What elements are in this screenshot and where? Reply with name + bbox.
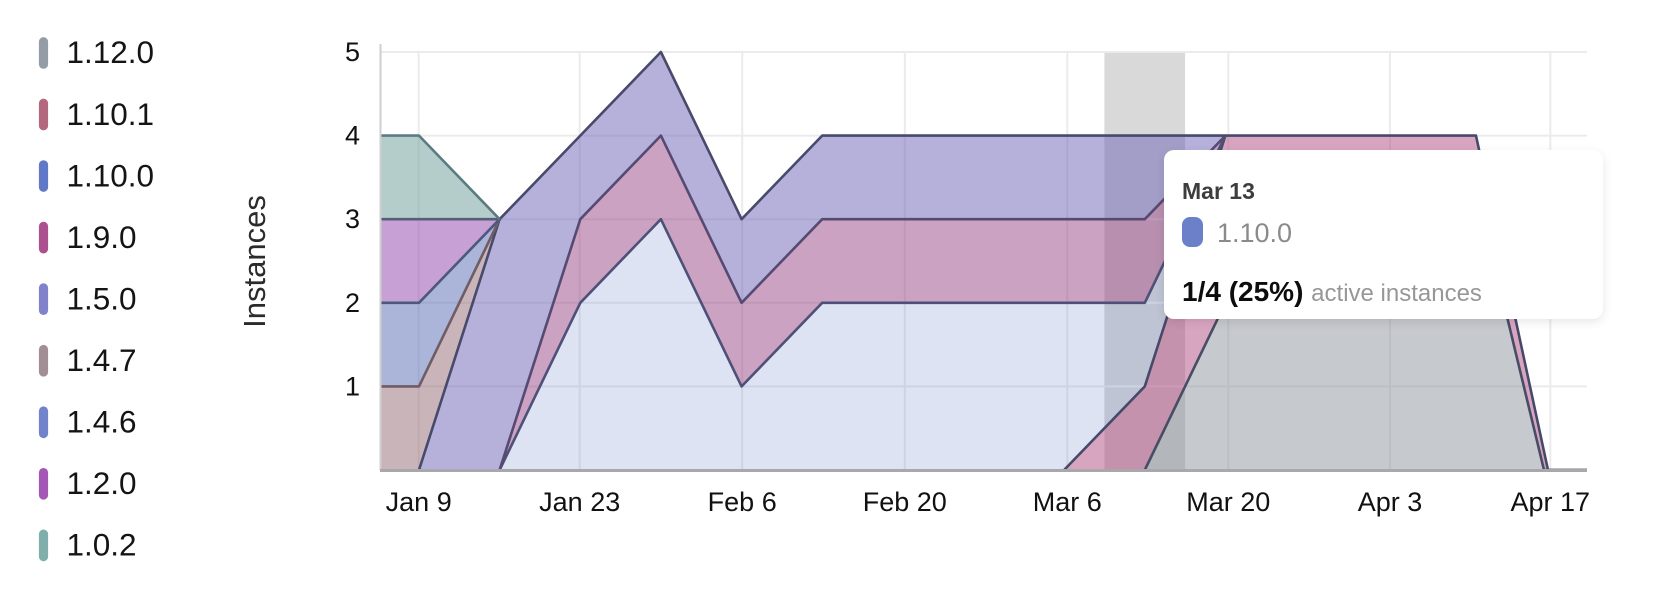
svg-text:Apr 3: Apr 3 bbox=[1358, 487, 1423, 517]
svg-text:1.0.2: 1.0.2 bbox=[67, 527, 137, 563]
svg-text:1.4.7: 1.4.7 bbox=[67, 342, 137, 378]
svg-text:Feb 6: Feb 6 bbox=[708, 487, 777, 517]
svg-text:1.12.0: 1.12.0 bbox=[67, 34, 155, 70]
svg-text:1.2.0: 1.2.0 bbox=[67, 465, 137, 501]
svg-text:1.10.1: 1.10.1 bbox=[67, 96, 155, 132]
svg-text:2: 2 bbox=[345, 288, 360, 318]
svg-text:5: 5 bbox=[345, 37, 360, 67]
svg-text:3: 3 bbox=[345, 204, 360, 234]
svg-text:1: 1 bbox=[345, 371, 360, 401]
svg-text:1.5.0: 1.5.0 bbox=[67, 280, 137, 316]
svg-text:1.10.0: 1.10.0 bbox=[67, 157, 155, 193]
svg-text:1.9.0: 1.9.0 bbox=[67, 219, 137, 255]
svg-text:Apr 17: Apr 17 bbox=[1511, 487, 1591, 517]
svg-text:Jan 23: Jan 23 bbox=[539, 487, 620, 517]
svg-text:Jan 9: Jan 9 bbox=[386, 487, 452, 517]
svg-text:Mar 6: Mar 6 bbox=[1033, 487, 1102, 517]
svg-text:Mar 20: Mar 20 bbox=[1186, 487, 1270, 517]
svg-text:Instances: Instances bbox=[237, 195, 272, 328]
svg-text:Feb 20: Feb 20 bbox=[863, 487, 947, 517]
svg-text:4: 4 bbox=[345, 121, 360, 151]
svg-text:1.4.6: 1.4.6 bbox=[67, 404, 137, 440]
